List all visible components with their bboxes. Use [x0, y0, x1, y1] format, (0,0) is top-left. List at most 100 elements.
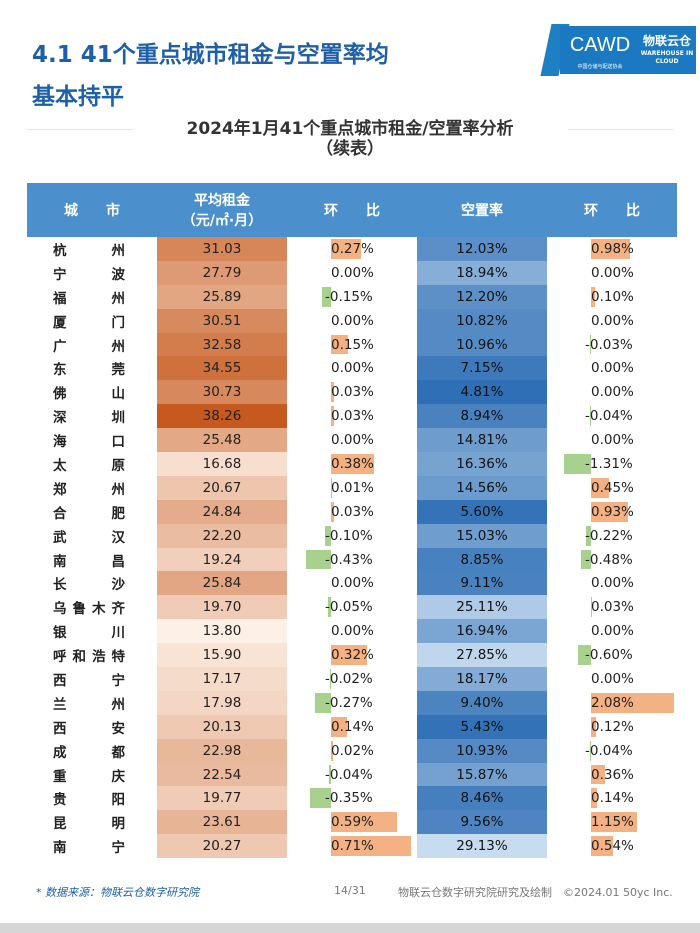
city-cell: 成都 — [27, 739, 157, 763]
rent-mom-cell: -0.27% — [287, 691, 417, 715]
city-cell: 杭州 — [27, 237, 157, 261]
city-char: 波 — [111, 266, 126, 283]
table-row: 呼和浩特 15.90 0.32% 27.85% -0.60% — [27, 643, 677, 668]
vacancy-cell: 7.15% — [417, 356, 547, 381]
city-char: 肥 — [111, 505, 126, 522]
rent-cell: 32.58 — [157, 332, 287, 357]
city-char: 西 — [53, 672, 67, 689]
city-char: 宁 — [53, 266, 67, 283]
city-name: 南昌 — [53, 550, 125, 570]
rent-mom-cell-bar — [331, 716, 347, 737]
rent-cell: 20.27 — [157, 834, 287, 859]
rent-mom-cell: 0.71% — [287, 834, 417, 858]
vacancy-cell: 16.36% — [417, 452, 547, 476]
vacancy-mom-cell-value: -0.04% — [585, 742, 633, 759]
cawd-logo-text: CAWD — [569, 34, 631, 56]
city-char: 南 — [53, 553, 67, 570]
city-cell: 宁波 — [27, 261, 157, 285]
table-row: 佛山 30.73 0.03% 4.81% 0.00% — [27, 380, 677, 405]
vacancy-cell: 8.94% — [417, 404, 547, 429]
city-cell: 西安 — [27, 715, 157, 739]
rent-mom-cell-value: 0.00% — [331, 575, 374, 592]
city-char: 阳 — [111, 792, 126, 809]
vacancy-mom-cell: 0.00% — [547, 428, 677, 452]
rent-mom-cell-value: 0.03% — [331, 384, 374, 401]
city-name: 郑州 — [53, 478, 125, 498]
vacancy-cell: 14.81% — [417, 428, 547, 453]
rent-mom-cell: 0.38% — [287, 452, 417, 476]
rent-mom-cell: 0.00% — [287, 309, 417, 333]
city-char: 庆 — [111, 768, 126, 785]
rent-cell: 38.26 — [157, 404, 287, 429]
city-char: 齐 — [111, 601, 126, 618]
vacancy-mom-cell-bar — [591, 477, 609, 498]
table-row: 重庆 22.54 -0.04% 15.87% 0.36% — [27, 762, 677, 787]
city-char: 山 — [111, 386, 126, 403]
city-char: 明 — [111, 816, 126, 833]
vacancy-mom-cell-value: -0.22% — [585, 527, 633, 544]
vacancy-mom-cell: 0.93% — [547, 500, 677, 524]
vacancy-mom-cell: 0.14% — [547, 786, 677, 810]
copyright: 物联云仓数字研究院研究及绘制 ©2024.01 50yc Inc. — [398, 886, 673, 899]
vacancy-mom-cell: -0.03% — [547, 333, 677, 357]
table-title: 2024年1月41个重点城市租金/空置率分析 （续表） — [0, 119, 700, 159]
table-row: 兰州 17.98 -0.27% 9.40% 2.08% — [27, 690, 677, 715]
rent-cell: 19.70 — [157, 595, 287, 620]
city-char: 海 — [53, 434, 67, 451]
header-rent-line2: （元/㎡·月） — [181, 213, 263, 229]
city-char: 广 — [53, 338, 67, 355]
vacancy-cell: 27.85% — [417, 643, 547, 668]
rent-mom-cell-value: -0.02% — [325, 670, 373, 687]
city-cell: 海口 — [27, 428, 157, 452]
city-char: 和 — [72, 649, 87, 666]
vacancy-mom-cell-bar — [591, 239, 631, 259]
city-name: 呼和浩特 — [53, 645, 125, 665]
table-row: 昆明 23.61 0.59% 9.56% 1.15% — [27, 810, 677, 835]
table-row: 福州 25.89 -0.15% 12.20% 0.10% — [27, 284, 677, 309]
table-row: 杭州 31.03 0.27% 12.03% 0.98% — [27, 237, 677, 261]
rent-mom-cell: 0.32% — [287, 643, 417, 667]
rent-mom-cell-bar — [331, 239, 362, 259]
page-number: 14/31 — [334, 884, 366, 897]
rent-mom-cell: 0.03% — [287, 380, 417, 404]
vacancy-mom-cell: 0.00% — [547, 309, 677, 333]
city-cell: 银川 — [27, 619, 157, 643]
rent-mom-cell-value: -0.04% — [325, 766, 373, 783]
rent-cell: 22.98 — [157, 738, 287, 763]
vacancy-mom-cell-value: 0.10% — [591, 288, 634, 305]
rent-mom-cell-bar — [331, 454, 374, 474]
header-rent: 平均租金 （元/㎡·月） — [157, 183, 287, 237]
city-char: 沙 — [111, 577, 126, 594]
city-char: 圳 — [111, 410, 126, 427]
rent-mom-cell-value: 0.15% — [331, 336, 374, 353]
city-cell: 兰州 — [27, 691, 157, 715]
vacancy-mom-cell-bar — [590, 406, 591, 427]
rent-cell: 19.24 — [157, 547, 287, 572]
rent-mom-cell: 0.14% — [287, 715, 417, 739]
city-char: 昌 — [111, 553, 126, 570]
vacancy-cell: 5.60% — [417, 499, 547, 524]
vacancy-mom-cell-value: 0.36% — [591, 766, 634, 783]
city-cell: 福州 — [27, 285, 157, 309]
vacancy-mom-cell: -1.31% — [547, 452, 677, 476]
rent-cell: 20.13 — [157, 714, 287, 739]
header-rent-mom: 环 比 — [287, 183, 417, 237]
rent-mom-cell-value: 0.14% — [331, 718, 374, 735]
city-char: 佛 — [53, 386, 67, 403]
vacancy-mom-cell: 1.15% — [547, 810, 677, 834]
rent-mom-cell: 0.00% — [287, 261, 417, 285]
city-name: 武汉 — [53, 526, 125, 546]
rent-mom-cell-value: 0.27% — [331, 240, 374, 257]
city-name: 重庆 — [53, 765, 125, 785]
table-row: 西安 20.13 0.14% 5.43% 0.12% — [27, 714, 677, 739]
rent-mom-cell-value: 0.38% — [331, 455, 374, 472]
vacancy-cell: 12.20% — [417, 284, 547, 309]
city-char: 特 — [111, 649, 126, 666]
city-char: 成 — [53, 744, 67, 761]
rent-mom-cell-value: -0.10% — [325, 527, 373, 544]
divider-right — [568, 129, 674, 130]
rent-cell: 31.03 — [157, 237, 287, 261]
rent-cell: 25.48 — [157, 428, 287, 453]
city-cell: 西宁 — [27, 667, 157, 691]
vacancy-cell: 10.82% — [417, 308, 547, 333]
